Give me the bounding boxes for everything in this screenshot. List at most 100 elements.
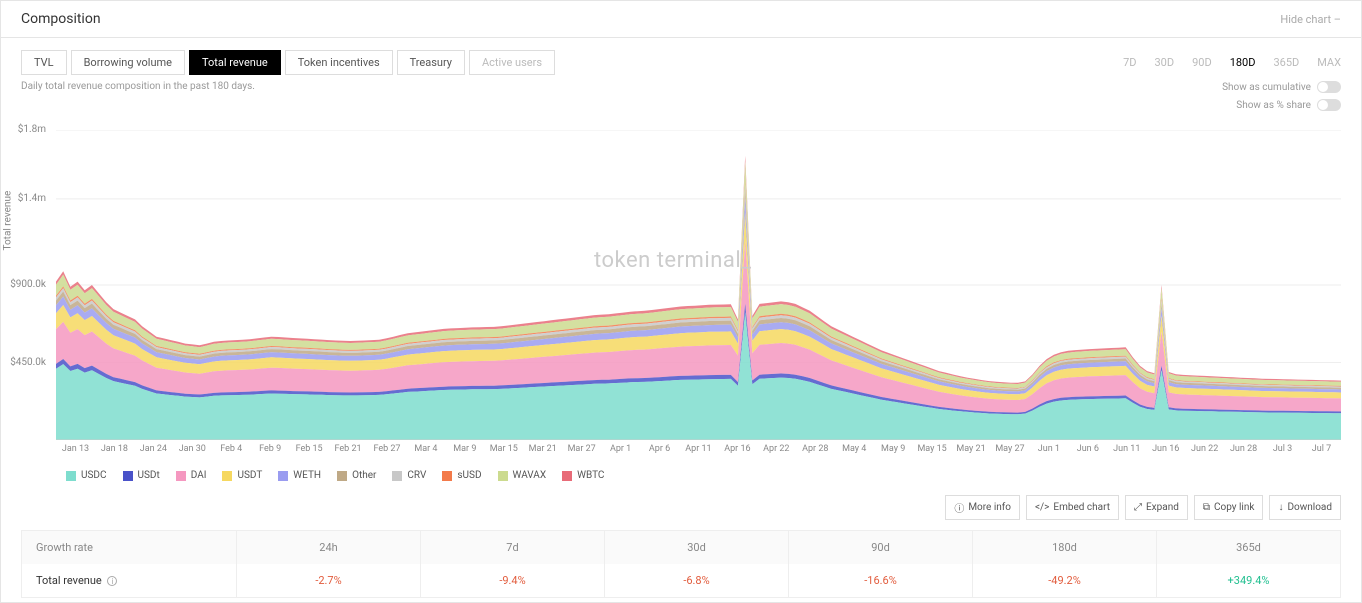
legend-crv[interactable]: CRV xyxy=(392,470,426,481)
tab-active-users[interactable]: Active users xyxy=(469,50,555,75)
legend-dai[interactable]: DAI xyxy=(176,470,207,481)
x-tick: May 27 xyxy=(991,444,1030,454)
x-tick: Feb 4 xyxy=(212,444,251,454)
x-tick: Mar 4 xyxy=(406,444,445,454)
tab-tvl[interactable]: TVL xyxy=(21,50,67,75)
action-label: Embed chart xyxy=(1053,502,1110,513)
toggle-share[interactable] xyxy=(1317,99,1341,111)
legend-label: sUSD xyxy=(457,470,481,481)
action-label: Download xyxy=(1287,502,1332,513)
range-365d[interactable]: 365D xyxy=(1273,56,1299,69)
growth-value: -16.6% xyxy=(789,564,973,597)
x-tick: Mar 9 xyxy=(445,444,484,454)
swatch-icon xyxy=(176,471,186,481)
swatch-icon xyxy=(392,471,402,481)
legend-other[interactable]: Other xyxy=(337,470,376,481)
legend: USDC USDt DAI USDT WETH Other CRV sUSD WAVAX WBTC xyxy=(66,470,1341,481)
x-tick: Jun 6 xyxy=(1068,444,1107,454)
x-tick: Mar 21 xyxy=(523,444,562,454)
legend-label: WAVAX xyxy=(513,470,547,481)
legend-wavax[interactable]: WAVAX xyxy=(498,470,547,481)
x-tick: May 4 xyxy=(835,444,874,454)
tab-borrowing-volume[interactable]: Borrowing volume xyxy=(71,50,185,75)
table-header-title: Growth rate xyxy=(22,531,237,564)
x-axis-ticks: Jan 13Jan 18Jan 24Jan 30Feb 4Feb 9Feb 15… xyxy=(56,444,1341,454)
action-icon: ⧉ xyxy=(1203,502,1210,513)
chart: Total revenue $450.0k$900.0k$1.4m$1.8m t… xyxy=(56,130,1341,440)
swatch-icon xyxy=(498,471,508,481)
x-tick: Jan 13 xyxy=(56,444,95,454)
embed-chart-button[interactable]: </> Embed chart xyxy=(1026,495,1119,520)
tab-treasury[interactable]: Treasury xyxy=(397,50,465,75)
legend-weth[interactable]: WETH xyxy=(278,470,321,481)
x-tick: Apr 28 xyxy=(796,444,835,454)
range-7d[interactable]: 7D xyxy=(1123,56,1136,69)
x-tick: Jan 30 xyxy=(173,444,212,454)
range-90d[interactable]: 90D xyxy=(1192,56,1212,69)
legend-label: USDT xyxy=(237,470,262,481)
legend-usdc[interactable]: USDC xyxy=(66,470,107,481)
action-icon: </> xyxy=(1035,502,1049,513)
swatch-icon xyxy=(442,471,452,481)
toggle-cumulative[interactable] xyxy=(1317,81,1341,93)
x-tick: May 15 xyxy=(913,444,952,454)
tab-total-revenue[interactable]: Total revenue xyxy=(189,50,281,75)
info-icon[interactable]: i xyxy=(107,576,117,586)
legend-label: DAI xyxy=(191,470,207,481)
x-tick: Feb 27 xyxy=(368,444,407,454)
swatch-icon xyxy=(337,471,347,481)
x-tick: Jul 3 xyxy=(1263,444,1302,454)
action-icon: ⓘ xyxy=(954,500,964,515)
hide-chart-button[interactable]: Hide chart – xyxy=(1280,13,1341,26)
action-label: Copy link xyxy=(1214,502,1254,513)
y-tick: $450.0k xyxy=(6,357,46,368)
x-tick: Jun 22 xyxy=(1185,444,1224,454)
x-tick: Mar 15 xyxy=(484,444,523,454)
legend-label: CRV xyxy=(407,470,426,481)
x-tick: Jun 16 xyxy=(1146,444,1185,454)
growth-value: -2.7% xyxy=(237,564,421,597)
x-tick: May 9 xyxy=(874,444,913,454)
metric-tabs: TVLBorrowing volumeTotal revenueToken in… xyxy=(21,50,555,75)
table-col-30d: 30d xyxy=(605,531,789,564)
y-tick: $900.0k xyxy=(6,279,46,290)
swatch-icon xyxy=(123,471,133,481)
table-col-7d: 7d xyxy=(421,531,605,564)
x-tick: Apr 16 xyxy=(718,444,757,454)
growth-value: -9.4% xyxy=(421,564,605,597)
download-button[interactable]: ↓ Download xyxy=(1269,495,1341,520)
x-tick: Jan 18 xyxy=(95,444,134,454)
legend-susd[interactable]: sUSD xyxy=(442,470,481,481)
action-label: More info xyxy=(968,502,1011,513)
copy-link-button[interactable]: ⧉ Copy link xyxy=(1194,495,1264,520)
x-tick: Jun 1 xyxy=(1029,444,1068,454)
range-30d[interactable]: 30D xyxy=(1155,56,1175,69)
x-tick: Apr 22 xyxy=(757,444,796,454)
toggle-cumulative-label: Show as cumulative xyxy=(1222,82,1311,93)
range-180d[interactable]: 180D xyxy=(1230,56,1256,69)
table-col-24h: 24h xyxy=(237,531,421,564)
toggle-share-label: Show as % share xyxy=(1236,100,1311,111)
x-tick: Feb 21 xyxy=(329,444,368,454)
x-tick: Jun 11 xyxy=(1107,444,1146,454)
tab-token-incentives[interactable]: Token incentives xyxy=(285,50,393,75)
expand-button[interactable]: ⤢Expand xyxy=(1125,495,1188,520)
growth-value: +349.4% xyxy=(1157,564,1340,597)
range-max[interactable]: MAX xyxy=(1317,56,1341,69)
table-col-180d: 180d xyxy=(973,531,1157,564)
y-tick: $1.4m xyxy=(6,193,46,204)
legend-label: USDt xyxy=(138,470,160,481)
swatch-icon xyxy=(222,471,232,481)
legend-usdt[interactable]: USDt xyxy=(123,470,160,481)
watermark: token terminal_ xyxy=(594,248,752,273)
x-tick: Feb 9 xyxy=(251,444,290,454)
x-tick: Mar 27 xyxy=(562,444,601,454)
legend-usdt[interactable]: USDT xyxy=(222,470,262,481)
time-range: 7D 30D 90D 180D 365D MAX xyxy=(1123,50,1341,75)
table-col-365d: 365d xyxy=(1157,531,1340,564)
page-title: Composition xyxy=(21,11,101,27)
legend-wbtc[interactable]: WBTC xyxy=(562,470,604,481)
action-icon: ↓ xyxy=(1278,502,1283,513)
more-info-button[interactable]: ⓘ More info xyxy=(945,495,1020,520)
x-tick: May 21 xyxy=(952,444,991,454)
